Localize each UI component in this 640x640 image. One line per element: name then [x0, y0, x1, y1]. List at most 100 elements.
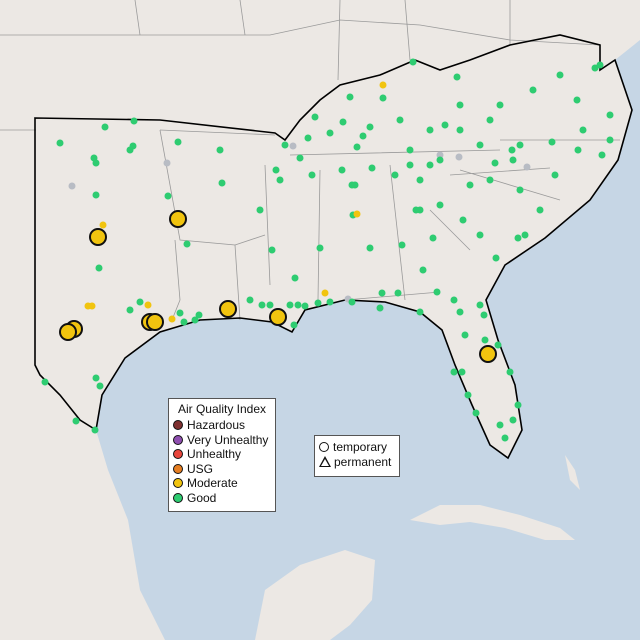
monitor-marker-good[interactable] — [291, 274, 299, 282]
monitor-marker-good[interactable] — [548, 138, 556, 146]
monitor-marker-good[interactable] — [441, 121, 449, 129]
monitor-marker-good[interactable] — [579, 126, 587, 134]
monitor-marker-good[interactable] — [191, 316, 199, 324]
monitor-marker-good[interactable] — [246, 296, 254, 304]
monitor-marker-good[interactable] — [453, 73, 461, 81]
monitor-marker-good[interactable] — [458, 368, 466, 376]
monitor-marker-good[interactable] — [429, 234, 437, 242]
monitor-marker-good[interactable] — [606, 136, 614, 144]
monitor-marker-good[interactable] — [92, 374, 100, 382]
monitor-marker-good[interactable] — [514, 234, 522, 242]
monitor-marker-good[interactable] — [598, 151, 606, 159]
monitor-marker-good[interactable] — [314, 299, 322, 307]
monitor-marker-good[interactable] — [353, 143, 361, 151]
monitor-marker-good[interactable] — [92, 191, 100, 199]
monitor-marker-good[interactable] — [180, 318, 188, 326]
monitor-marker-good[interactable] — [486, 176, 494, 184]
monitor-marker-good[interactable] — [394, 289, 402, 297]
monitor-marker-good[interactable] — [92, 159, 100, 167]
monitor-marker-inactive[interactable] — [455, 153, 463, 161]
monitor-marker-good[interactable] — [268, 246, 276, 254]
monitor-marker-good[interactable] — [480, 311, 488, 319]
monitor-marker-good[interactable] — [481, 336, 489, 344]
monitor-marker-good[interactable] — [508, 146, 516, 154]
monitor-marker-good[interactable] — [496, 421, 504, 429]
monitor-marker-good[interactable] — [506, 368, 514, 376]
monitor-marker-good[interactable] — [258, 301, 266, 309]
monitor-marker-moderate-large[interactable] — [89, 228, 107, 246]
monitor-marker-good[interactable] — [126, 306, 134, 314]
monitor-marker-good[interactable] — [136, 298, 144, 306]
monitor-marker-good[interactable] — [294, 301, 302, 309]
monitor-marker-good[interactable] — [536, 206, 544, 214]
monitor-marker-moderate-large[interactable] — [219, 300, 237, 318]
monitor-marker-good[interactable] — [316, 244, 324, 252]
monitor-marker-good[interactable] — [494, 341, 502, 349]
monitor-marker-good[interactable] — [368, 164, 376, 172]
monitor-marker-good[interactable] — [573, 96, 581, 104]
monitor-marker-good[interactable] — [433, 288, 441, 296]
monitor-marker-good[interactable] — [521, 231, 529, 239]
monitor-marker-good[interactable] — [326, 129, 334, 137]
monitor-marker-good[interactable] — [574, 146, 582, 154]
monitor-marker-good[interactable] — [398, 241, 406, 249]
monitor-marker-good[interactable] — [183, 240, 191, 248]
monitor-marker-good[interactable] — [376, 304, 384, 312]
monitor-marker-good[interactable] — [466, 181, 474, 189]
monitor-marker-good[interactable] — [456, 308, 464, 316]
monitor-marker-good[interactable] — [346, 93, 354, 101]
monitor-marker-good[interactable] — [456, 126, 464, 134]
monitor-marker-good[interactable] — [606, 111, 614, 119]
monitor-marker-good[interactable] — [379, 94, 387, 102]
monitor-marker-good[interactable] — [486, 116, 494, 124]
monitor-marker-good[interactable] — [426, 161, 434, 169]
monitor-marker-good[interactable] — [272, 166, 280, 174]
monitor-marker-good[interactable] — [276, 176, 284, 184]
monitor-marker-good[interactable] — [308, 171, 316, 179]
monitor-marker-good[interactable] — [378, 289, 386, 297]
monitor-marker-inactive[interactable] — [68, 182, 76, 190]
monitor-marker-good[interactable] — [509, 416, 517, 424]
monitor-marker-good[interactable] — [529, 86, 537, 94]
monitor-marker-inactive[interactable] — [163, 159, 171, 167]
monitor-marker-good[interactable] — [476, 141, 484, 149]
monitor-marker-good[interactable] — [464, 391, 472, 399]
monitor-marker-moderate-large[interactable] — [59, 323, 77, 341]
monitor-marker-good[interactable] — [296, 154, 304, 162]
monitor-marker-moderate-large[interactable] — [146, 313, 164, 331]
monitor-marker-good[interactable] — [359, 132, 367, 140]
monitor-marker-good[interactable] — [450, 296, 458, 304]
monitor-marker-good[interactable] — [256, 206, 264, 214]
monitor-marker-good[interactable] — [596, 61, 604, 69]
monitor-marker-good[interactable] — [195, 311, 203, 319]
monitor-marker-good[interactable] — [436, 201, 444, 209]
monitor-marker-good[interactable] — [476, 301, 484, 309]
monitor-marker-good[interactable] — [164, 192, 172, 200]
monitor-marker-good[interactable] — [326, 298, 334, 306]
monitor-marker-moderate-large[interactable] — [169, 210, 187, 228]
monitor-marker-good[interactable] — [126, 146, 134, 154]
monitor-marker-moderate[interactable] — [379, 81, 387, 89]
monitor-marker-good[interactable] — [339, 118, 347, 126]
monitor-marker-good[interactable] — [416, 308, 424, 316]
monitor-marker-good[interactable] — [492, 254, 500, 262]
monitor-marker-good[interactable] — [426, 126, 434, 134]
monitor-marker-good[interactable] — [436, 156, 444, 164]
monitor-marker-good[interactable] — [406, 161, 414, 169]
monitor-marker-good[interactable] — [304, 134, 312, 142]
monitor-marker-good[interactable] — [95, 264, 103, 272]
monitor-marker-good[interactable] — [56, 139, 64, 147]
monitor-marker-good[interactable] — [176, 309, 184, 317]
monitor-marker-good[interactable] — [96, 382, 104, 390]
monitor-marker-good[interactable] — [406, 146, 414, 154]
monitor-marker-good[interactable] — [174, 138, 182, 146]
monitor-marker-good[interactable] — [476, 231, 484, 239]
monitor-marker-good[interactable] — [551, 171, 559, 179]
monitor-marker-good[interactable] — [514, 401, 522, 409]
monitor-marker-good[interactable] — [516, 141, 524, 149]
monitor-marker-good[interactable] — [556, 71, 564, 79]
monitor-marker-good[interactable] — [491, 159, 499, 167]
monitor-marker-good[interactable] — [290, 321, 298, 329]
monitor-marker-good[interactable] — [391, 171, 399, 179]
